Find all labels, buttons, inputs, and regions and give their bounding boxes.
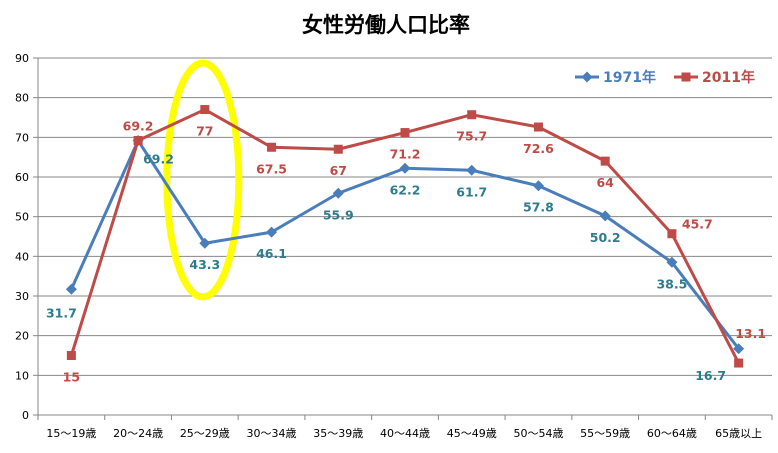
- point-1971: [666, 256, 678, 268]
- data-label: 13.1: [735, 326, 766, 341]
- y-axis-ticks: 0 10 20 30 40 50 60 70 80 90: [15, 52, 29, 422]
- point-2011: [533, 122, 543, 132]
- point-1971: [733, 343, 745, 355]
- x-tick-label: 20～24歳: [113, 427, 163, 440]
- data-label: 55.9: [323, 207, 354, 222]
- data-label: 77: [196, 124, 213, 139]
- data-label: 43.3: [189, 257, 220, 272]
- legend: 1971年 2011年: [575, 69, 755, 86]
- highlight-ellipse-shape: [163, 59, 243, 301]
- data-label: 69.2: [143, 152, 174, 167]
- point-2011: [400, 128, 410, 138]
- data-label: 45.7: [682, 217, 713, 232]
- point-1971: [65, 283, 77, 295]
- axes: [33, 57, 773, 420]
- legend-label-1971: 1971年: [603, 69, 656, 86]
- x-tick-label: 55～59歳: [580, 427, 630, 440]
- point-2011: [267, 142, 277, 152]
- point-1971: [199, 237, 211, 249]
- x-tick-label: 60～64歳: [647, 427, 697, 440]
- y-tick-label: 20: [15, 330, 29, 343]
- point-2011: [133, 136, 143, 146]
- data-label: 64: [596, 175, 614, 190]
- x-tick-label: 15～19歳: [46, 427, 96, 440]
- point-1971: [399, 162, 411, 174]
- data-label: 67.5: [256, 161, 287, 176]
- data-labels: 31.7 69.2 43.3 46.1 55.9 62.2 61.7 57.8 50.2 38.5…: [46, 119, 766, 385]
- data-label: 15: [63, 370, 80, 385]
- y-tick-label: 0: [22, 409, 29, 422]
- x-tick-label: 30～34歳: [247, 427, 297, 440]
- y-tick-label: 60: [15, 171, 29, 184]
- data-label: 16.7: [695, 368, 726, 383]
- point-2011: [600, 156, 610, 166]
- data-label: 69.2: [123, 119, 154, 134]
- data-label: 57.8: [523, 200, 554, 215]
- legend-marker-1971: [581, 71, 593, 83]
- point-2011: [667, 229, 677, 239]
- point-2011: [467, 110, 477, 120]
- data-label: 71.2: [390, 147, 421, 162]
- data-label: 61.7: [456, 184, 487, 199]
- highlight-ellipse: [163, 59, 243, 301]
- y-tick-label: 50: [15, 211, 29, 224]
- point-2011: [734, 358, 744, 368]
- data-label: 46.1: [256, 246, 287, 261]
- x-tick-label: 50～54歳: [513, 427, 563, 440]
- y-tick-label: 40: [15, 250, 29, 263]
- y-tick-label: 80: [15, 92, 29, 105]
- data-label: 38.5: [656, 276, 687, 291]
- x-axis-ticks: 15～19歳 20～24歳 25～29歳 30～34歳 35～39歳 40～44歳 45～4…: [46, 427, 762, 440]
- y-tick-label: 90: [15, 52, 29, 65]
- x-tick-label: 45～49歳: [447, 427, 497, 440]
- point-2011: [200, 105, 210, 115]
- gridlines: [38, 57, 772, 376]
- series-group: [65, 105, 745, 368]
- point-1971: [332, 187, 344, 199]
- point-1971: [466, 164, 478, 176]
- legend-marker-2011: [681, 72, 691, 82]
- data-label: 75.7: [456, 129, 487, 144]
- point-1971: [266, 226, 278, 238]
- legend-label-2011: 2011年: [702, 69, 755, 86]
- y-tick-label: 70: [15, 131, 29, 144]
- point-1971: [532, 180, 544, 192]
- data-label: 62.2: [390, 182, 421, 197]
- x-tick-label: 40～44歳: [380, 427, 430, 440]
- x-tick-label: 35～39歳: [313, 427, 363, 440]
- chart-title: 女性労働人口比率: [302, 13, 470, 37]
- data-label: 67: [330, 163, 347, 178]
- x-tick-label: 65歳以上: [715, 427, 762, 440]
- y-tick-label: 30: [15, 290, 29, 303]
- point-2011: [66, 351, 76, 360]
- y-tick-label: 10: [15, 369, 29, 382]
- x-tick-label: 25～29歳: [180, 427, 230, 440]
- point-2011: [333, 144, 343, 154]
- point-1971: [599, 210, 611, 222]
- data-label: 50.2: [590, 230, 621, 245]
- data-label: 72.6: [523, 141, 554, 156]
- data-label: 31.7: [46, 305, 77, 320]
